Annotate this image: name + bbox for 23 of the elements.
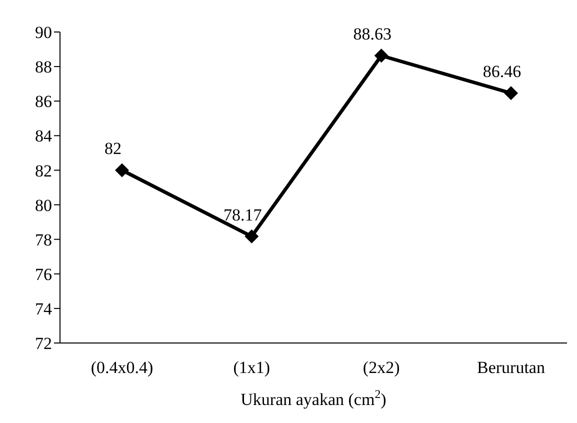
data-label: 86.46 <box>482 62 522 82</box>
y-tick-label: 74 <box>35 299 52 318</box>
y-tick-label: 78 <box>35 230 52 250</box>
y-tick-label: 80 <box>35 196 52 215</box>
point <box>374 48 388 63</box>
data-label: 88.63 <box>353 24 392 44</box>
x-tick-label: Berurutan <box>477 358 546 378</box>
x-tick-label: (0.4x0.4) <box>90 358 154 378</box>
y-tick-label: 86 <box>35 92 52 112</box>
y-tick-label: 82 <box>35 161 52 180</box>
y-tick-label: 72 <box>35 334 52 354</box>
point <box>504 86 518 100</box>
x-tick-label: (1x1) <box>233 358 270 378</box>
data-label: 78.17 <box>224 205 262 224</box>
x-tick-label: (2x2) <box>362 358 400 378</box>
y-tick-label: 90 <box>35 23 52 42</box>
y-tick-label: 76 <box>35 264 52 284</box>
x-axis-title: Ukuran ayakan (cm$^{2}$) <box>240 387 386 409</box>
y-tick-label: 84 <box>35 126 52 146</box>
y-tick-label: 88 <box>35 58 52 77</box>
point <box>244 229 259 244</box>
data-label: 82 <box>104 139 122 158</box>
point <box>115 163 129 178</box>
